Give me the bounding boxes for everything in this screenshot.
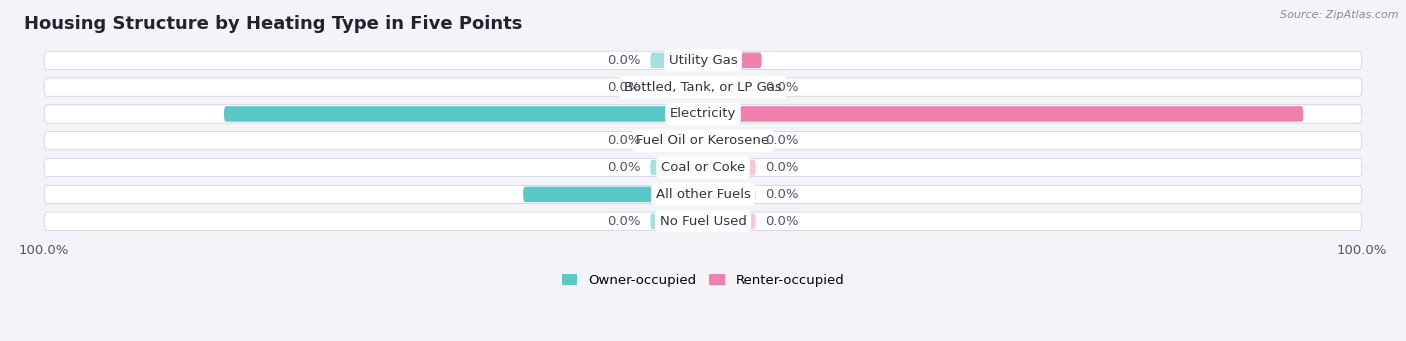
FancyBboxPatch shape — [651, 53, 703, 68]
Text: 0.0%: 0.0% — [607, 134, 640, 147]
Text: All other Fuels: All other Fuels — [655, 188, 751, 201]
Text: 0.0%: 0.0% — [766, 188, 799, 201]
Text: 8.9%: 8.9% — [772, 54, 808, 67]
Text: Coal or Coke: Coal or Coke — [661, 161, 745, 174]
FancyBboxPatch shape — [44, 78, 1362, 96]
Text: Utility Gas: Utility Gas — [669, 54, 737, 67]
FancyBboxPatch shape — [651, 160, 703, 175]
FancyBboxPatch shape — [651, 133, 703, 149]
FancyBboxPatch shape — [224, 106, 703, 122]
Text: 0.0%: 0.0% — [607, 215, 640, 228]
FancyBboxPatch shape — [523, 187, 703, 202]
Text: Source: ZipAtlas.com: Source: ZipAtlas.com — [1281, 10, 1399, 20]
FancyBboxPatch shape — [651, 213, 703, 229]
FancyBboxPatch shape — [703, 53, 762, 68]
FancyBboxPatch shape — [703, 133, 755, 149]
Text: 91.1%: 91.1% — [1313, 107, 1358, 120]
Text: 0.0%: 0.0% — [766, 80, 799, 94]
FancyBboxPatch shape — [703, 106, 1303, 122]
Text: Housing Structure by Heating Type in Five Points: Housing Structure by Heating Type in Fiv… — [24, 15, 523, 33]
Text: 72.7%: 72.7% — [169, 107, 214, 120]
Text: 0.0%: 0.0% — [766, 215, 799, 228]
FancyBboxPatch shape — [703, 160, 755, 175]
Legend: Owner-occupied, Renter-occupied: Owner-occupied, Renter-occupied — [561, 274, 845, 287]
FancyBboxPatch shape — [44, 51, 1362, 70]
Text: 27.3%: 27.3% — [467, 188, 513, 201]
FancyBboxPatch shape — [44, 132, 1362, 150]
Text: 0.0%: 0.0% — [607, 80, 640, 94]
Text: No Fuel Used: No Fuel Used — [659, 215, 747, 228]
Text: 0.0%: 0.0% — [607, 54, 640, 67]
Text: Fuel Oil or Kerosene: Fuel Oil or Kerosene — [637, 134, 769, 147]
Text: 0.0%: 0.0% — [766, 161, 799, 174]
Text: Bottled, Tank, or LP Gas: Bottled, Tank, or LP Gas — [624, 80, 782, 94]
Text: 0.0%: 0.0% — [766, 134, 799, 147]
FancyBboxPatch shape — [44, 185, 1362, 204]
FancyBboxPatch shape — [44, 212, 1362, 230]
FancyBboxPatch shape — [703, 213, 755, 229]
Text: 0.0%: 0.0% — [607, 161, 640, 174]
FancyBboxPatch shape — [44, 105, 1362, 123]
FancyBboxPatch shape — [703, 79, 755, 95]
FancyBboxPatch shape — [44, 159, 1362, 177]
FancyBboxPatch shape — [651, 79, 703, 95]
FancyBboxPatch shape — [703, 187, 755, 202]
Text: Electricity: Electricity — [669, 107, 737, 120]
